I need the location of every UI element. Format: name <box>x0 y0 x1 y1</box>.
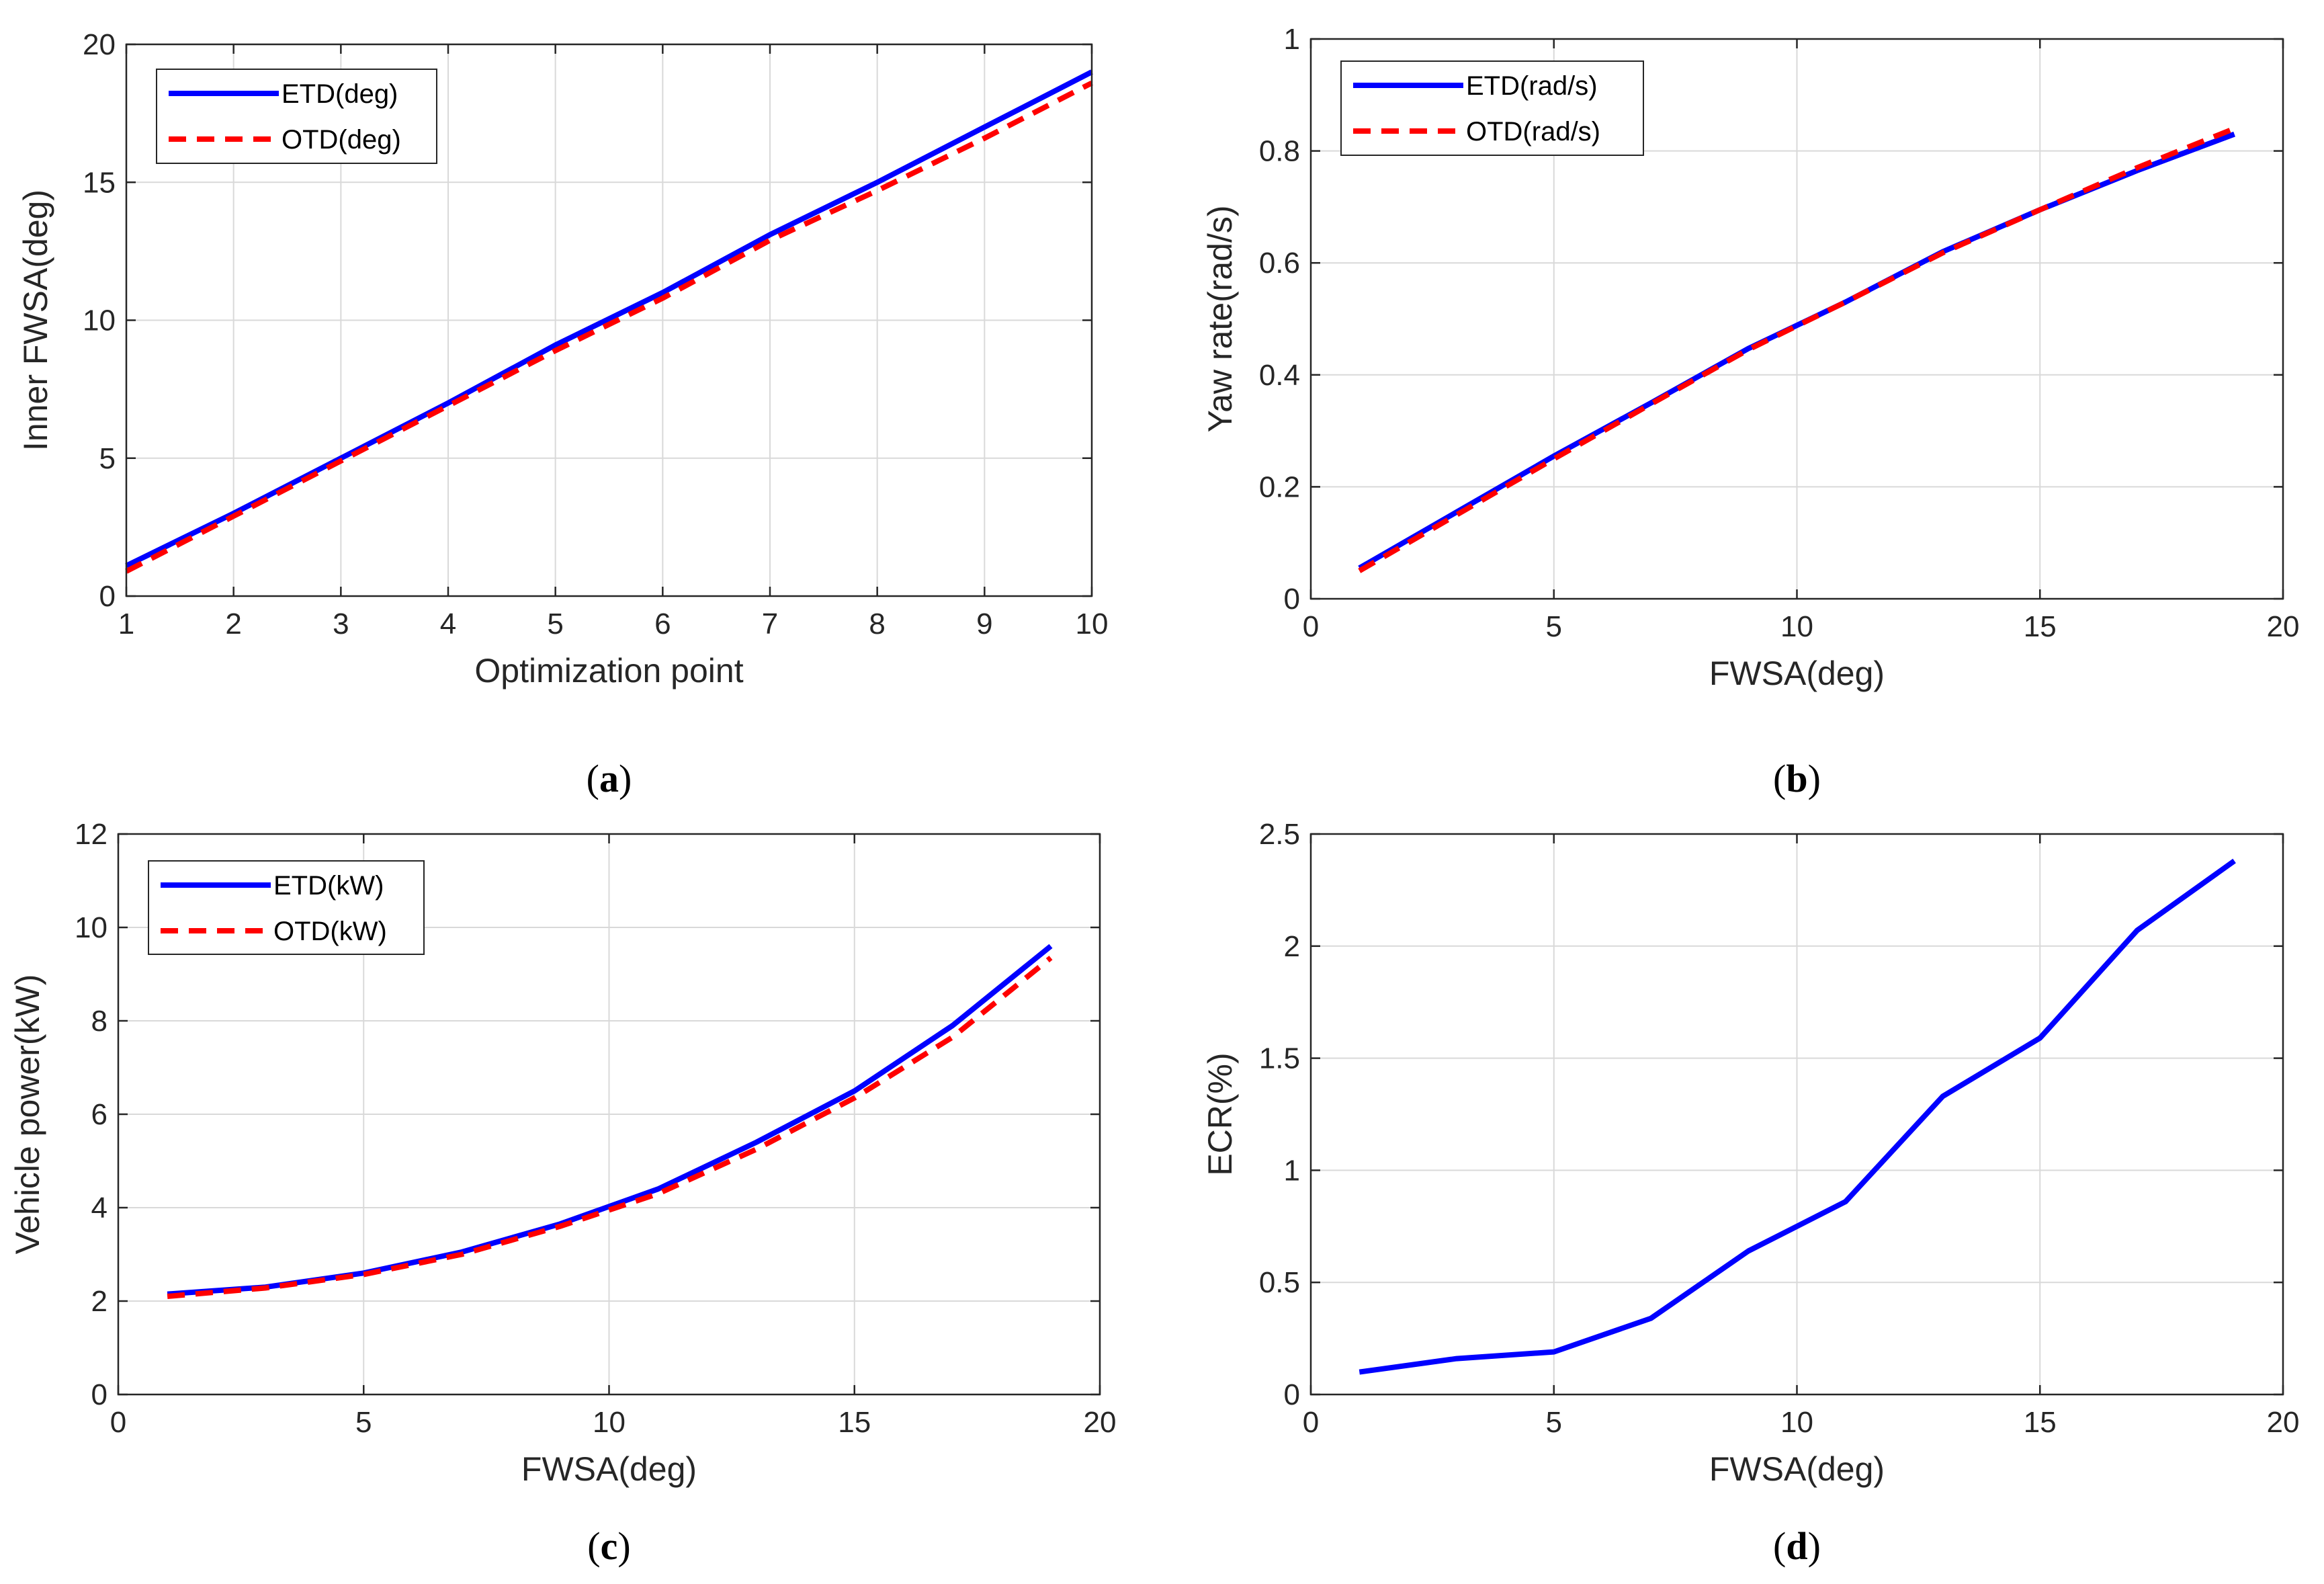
caption-open: ( <box>1773 757 1786 800</box>
caption-open: ( <box>587 1524 600 1568</box>
legend-label: OTD(rad/s) <box>1466 117 1600 147</box>
y-tick-label: 6 <box>91 1098 107 1131</box>
panel-caption: (c) <box>587 1524 630 1568</box>
x-axis-label: Optimization point <box>474 652 743 690</box>
y-axis-label: Yaw rate(rad/s) <box>1201 205 1239 432</box>
legend-label: OTD(kW) <box>273 917 387 946</box>
series-line-otd-deg <box>125 80 1093 574</box>
y-tick-label: 1 <box>1284 1154 1300 1187</box>
x-tick-label: 5 <box>355 1406 372 1439</box>
series-line-otd-rad-s <box>1358 126 2236 573</box>
x-axis-label: FWSA(deg) <box>521 1450 697 1488</box>
legend-box <box>1340 60 1644 156</box>
panel-caption: (d) <box>1773 1524 1821 1568</box>
y-tick-label: 2 <box>1284 930 1300 963</box>
panel-a: 1 2 3 4 5 6 7 8 9 10 0 5 10 15 20 Optimization point Inn… <box>17 28 1108 800</box>
x-tick-label: 5 <box>1546 1406 1562 1439</box>
x-tick-label: 20 <box>2267 1406 2300 1439</box>
y-axis-label: Vehicle power(kW) <box>9 974 46 1255</box>
y-tick-label: 0.8 <box>1259 135 1300 168</box>
y-tick-label: 1 <box>1284 23 1300 56</box>
y-tick-label: 5 <box>99 442 116 475</box>
series-line-ecr <box>1359 858 2236 1375</box>
legend-box <box>156 69 437 164</box>
x-tick-label: 20 <box>1084 1406 1117 1439</box>
y-tick-label: 20 <box>83 28 116 61</box>
caption-close: ) <box>1808 757 1821 800</box>
panel-caption: (b) <box>1773 757 1821 800</box>
x-tick-label: 4 <box>440 608 456 640</box>
x-tick-label: 2 <box>225 608 241 640</box>
x-tick-label: 7 <box>762 608 778 640</box>
x-tick-label: 15 <box>2024 610 2057 643</box>
x-tick-label: 10 <box>1780 1406 1813 1439</box>
caption-close: ) <box>1808 1524 1821 1568</box>
x-tick-label: 0 <box>1303 1406 1319 1439</box>
y-tick-label: 10 <box>83 304 116 337</box>
y-tick-label: 8 <box>91 1005 107 1038</box>
caption-letter: b <box>1786 757 1807 800</box>
caption-close: ) <box>619 757 632 800</box>
caption-close: ) <box>617 1524 630 1568</box>
legend-box <box>148 860 425 955</box>
y-tick-label: 15 <box>83 166 116 199</box>
y-tick-label: 0.5 <box>1259 1266 1300 1299</box>
y-tick-label: 2.5 <box>1259 818 1300 851</box>
x-tick-label: 1 <box>118 608 134 640</box>
y-axis-label: Inner FWSA(deg) <box>17 190 54 451</box>
x-tick-label: 9 <box>976 608 992 640</box>
y-tick-label: 4 <box>91 1192 107 1224</box>
series-line-otd-kw <box>167 956 1053 1299</box>
y-tick-label: 1.5 <box>1259 1042 1300 1075</box>
x-tick-label: 15 <box>2024 1406 2057 1439</box>
caption-letter: c <box>601 1524 618 1568</box>
panel-c: 0 5 10 15 20 0 2 4 6 8 10 12 FWSA(deg) Vehicle power(… <box>9 818 1116 1568</box>
caption-letter: d <box>1786 1524 1807 1568</box>
y-tick-label: 0.4 <box>1259 359 1300 392</box>
x-tick-label: 10 <box>1076 608 1109 640</box>
x-tick-label: 3 <box>333 608 349 640</box>
y-tick-label: 10 <box>75 911 107 944</box>
x-tick-label: 15 <box>838 1406 871 1439</box>
x-tick-label: 5 <box>547 608 563 640</box>
x-tick-label: 20 <box>2267 610 2300 643</box>
x-axis-label: FWSA(deg) <box>1709 655 1885 692</box>
x-tick-label: 5 <box>1546 610 1562 643</box>
y-tick-label: 0.2 <box>1259 470 1300 503</box>
x-tick-label: 10 <box>593 1406 626 1439</box>
y-tick-label: 0 <box>1284 1378 1300 1411</box>
panel-b: 0 5 10 15 20 0 0.2 0.4 0.6 0.8 1 FWSA(deg) Yaw rate(… <box>1201 23 2299 800</box>
y-tick-label: 2 <box>91 1285 107 1318</box>
legend-label: ETD(rad/s) <box>1466 71 1598 101</box>
y-tick-label: 0.6 <box>1259 247 1300 280</box>
panel-d: 0 5 10 15 20 0 0.5 1 1.5 2 2.5 FWSA(deg) ECR(%) (d) <box>1201 818 2299 1568</box>
legend-label: ETD(kW) <box>273 871 384 901</box>
legend-label: OTD(deg) <box>282 125 401 155</box>
y-tick-label: 12 <box>75 818 107 851</box>
y-tick-label: 0 <box>1284 583 1300 616</box>
legend-label: ETD(deg) <box>282 79 398 109</box>
panel-caption: (a) <box>587 757 632 800</box>
x-tick-label: 8 <box>869 608 885 640</box>
x-tick-label: 10 <box>1780 610 1813 643</box>
y-tick-label: 0 <box>91 1378 107 1411</box>
caption-letter: a <box>599 757 619 800</box>
y-tick-label: 0 <box>99 580 116 613</box>
x-tick-label: 0 <box>110 1406 126 1439</box>
caption-open: ( <box>1773 1524 1786 1568</box>
x-tick-label: 6 <box>654 608 671 640</box>
y-axis-label: ECR(%) <box>1201 1052 1239 1175</box>
x-tick-label: 0 <box>1303 610 1319 643</box>
caption-open: ( <box>587 757 599 800</box>
x-axis-label: FWSA(deg) <box>1709 1450 1885 1488</box>
